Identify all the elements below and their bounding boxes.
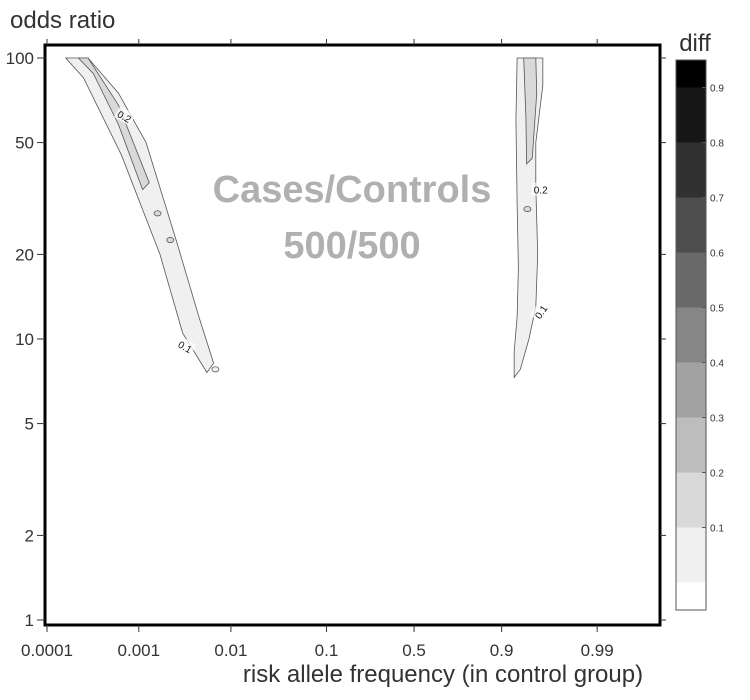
x-tick-label: 0.1 bbox=[315, 641, 339, 660]
colorbar-tick-label: 0.1 bbox=[710, 524, 724, 535]
contour-blob-2 bbox=[153, 210, 162, 217]
x-tick-label: 0.99 bbox=[581, 641, 614, 660]
colorbar-swatch bbox=[676, 142, 706, 198]
contour-label-bg bbox=[113, 105, 136, 127]
x-tick-label: 0.5 bbox=[402, 641, 426, 660]
colorbar: 0.1 0.2 0.3 0.4 0.5 0.6 0.7 0.8 0.9 bbox=[675, 59, 724, 611]
contour-region-2 bbox=[77, 57, 150, 191]
contour-label-bg bbox=[529, 300, 551, 323]
colorbar-border bbox=[675, 59, 707, 611]
contour-label-bg bbox=[531, 182, 550, 196]
colorbar-swatch bbox=[676, 417, 706, 473]
colorbar-swatch bbox=[676, 362, 706, 418]
annotation-line-1: Cases/Controls bbox=[213, 169, 492, 211]
contour-blob-1 bbox=[211, 366, 220, 373]
colorbar-swatch bbox=[676, 527, 706, 583]
y-axis: 1 2 5 10 20 50 100 bbox=[6, 49, 666, 630]
contour-region-3 bbox=[513, 57, 544, 379]
plot-border bbox=[43, 43, 662, 627]
colorbar-tick-label: 0.3 bbox=[710, 414, 724, 425]
colorbar-swatch bbox=[676, 197, 706, 253]
y-axis-title: odds ratio bbox=[10, 7, 115, 34]
contour-blob-4 bbox=[523, 206, 532, 213]
colorbar-title: diff bbox=[679, 30, 711, 57]
y-tick-label: 20 bbox=[15, 245, 34, 264]
x-axis-title: risk allele frequency (in control group) bbox=[243, 661, 643, 688]
colorbar-tick-label: 0.6 bbox=[710, 249, 724, 260]
colorbar-swatch bbox=[676, 472, 706, 528]
contour-label-bg bbox=[174, 335, 197, 357]
annotation-line-2: 500/500 bbox=[283, 225, 420, 267]
contour-regions bbox=[64, 57, 544, 379]
x-tick-label: 0.0001 bbox=[21, 641, 73, 660]
contour-region-4 bbox=[523, 57, 538, 165]
x-axis: 0.0001 0.001 0.01 0.1 0.5 0.9 0.99 bbox=[21, 39, 614, 660]
contour-label: 0.2 bbox=[534, 186, 548, 197]
y-tick-label: 5 bbox=[25, 415, 34, 434]
plot-frame bbox=[43, 43, 662, 627]
y-tick-label: 50 bbox=[15, 134, 34, 153]
colorbar-tick-label: 0.4 bbox=[710, 359, 724, 370]
colorbar-swatch bbox=[676, 307, 706, 363]
y-tick-label: 100 bbox=[6, 49, 34, 68]
colorbar-tick-label: 0.5 bbox=[710, 304, 724, 315]
contour-blob-3 bbox=[166, 237, 175, 244]
colorbar-tick-label: 0.8 bbox=[710, 139, 724, 150]
contour-region-1 bbox=[64, 57, 215, 374]
x-tick-label: 0.01 bbox=[214, 641, 247, 660]
colorbar-swatch bbox=[676, 582, 706, 610]
colorbar-tick-label: 0.7 bbox=[710, 194, 724, 205]
x-tick-label: 0.001 bbox=[118, 641, 161, 660]
colorbar-swatch bbox=[676, 60, 706, 88]
colorbar-swatch bbox=[676, 252, 706, 308]
colorbar-tick-label: 0.9 bbox=[710, 84, 724, 95]
colorbar-tick-label: 0.2 bbox=[710, 469, 724, 480]
x-tick-label: 0.9 bbox=[490, 641, 514, 660]
y-tick-label: 2 bbox=[25, 526, 34, 545]
colorbar-swatch bbox=[676, 87, 706, 143]
y-tick-label: 10 bbox=[15, 330, 34, 349]
y-tick-label: 1 bbox=[25, 611, 34, 630]
